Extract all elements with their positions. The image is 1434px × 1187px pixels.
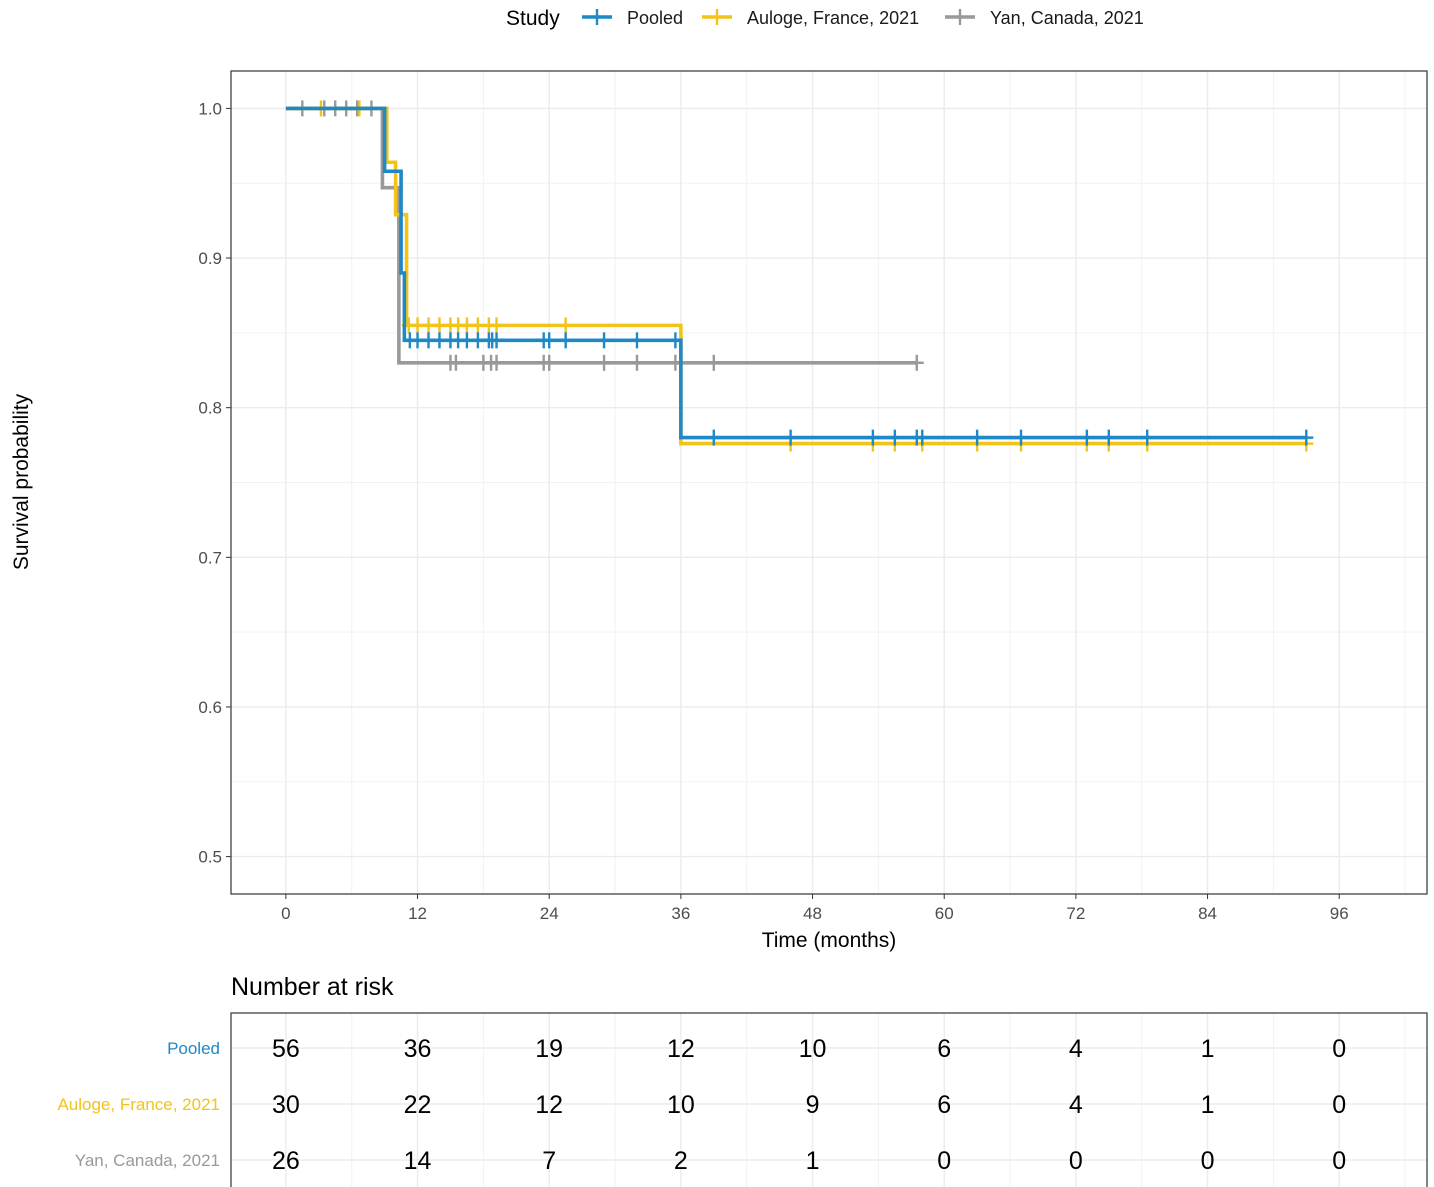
- risk-row-label: Pooled: [167, 1039, 220, 1058]
- risk-count: 0: [1332, 1147, 1346, 1175]
- risk-count: 10: [667, 1091, 695, 1119]
- x-tick-label: 48: [803, 904, 822, 923]
- risk-count: 1: [1201, 1035, 1215, 1063]
- risk-count: 9: [806, 1091, 820, 1119]
- y-tick-label: 0.5: [198, 848, 222, 867]
- legend-label: Auloge, France, 2021: [747, 8, 919, 28]
- y-tick-label: 0.7: [198, 548, 222, 567]
- legend-label: Yan, Canada, 2021: [990, 8, 1144, 28]
- x-tick-label: 24: [540, 904, 559, 923]
- risk-count: 0: [937, 1147, 951, 1175]
- risk-table-background: [231, 1013, 1427, 1187]
- risk-count: 12: [667, 1035, 695, 1063]
- risk-count: 1: [1201, 1091, 1215, 1119]
- legend-title: Study: [506, 7, 560, 30]
- risk-count: 4: [1069, 1091, 1083, 1119]
- x-tick-label: 96: [1330, 904, 1349, 923]
- risk-count: 56: [272, 1035, 300, 1063]
- series-pooled: [285, 106, 1314, 446]
- y-tick-label: 0.6: [198, 698, 222, 717]
- survival-plot-panel: 0 12 24 36 48 60 72 84 96 0.5 0.6 0.7 0.8 0.9 1.0: [198, 70, 1428, 923]
- risk-count: 4: [1069, 1035, 1083, 1063]
- risk-count: 30: [272, 1091, 300, 1119]
- survival-curve-line: [285, 106, 1307, 440]
- risk-table-border: [230, 1012, 1428, 1187]
- x-tick-label: 84: [1198, 904, 1217, 923]
- risk-count: 19: [535, 1035, 563, 1063]
- x-tick-label: 60: [935, 904, 954, 923]
- y-tick-label: 0.8: [198, 399, 222, 418]
- risk-count: 14: [404, 1147, 432, 1175]
- legend: Study Pooled Auloge, France, 2021 Yan, Can…: [506, 7, 1144, 30]
- risk-count: 7: [542, 1147, 556, 1175]
- risk-table-title: Number at risk: [231, 973, 394, 1001]
- x-tick-label: 0: [281, 904, 290, 923]
- risk-count: 22: [404, 1091, 432, 1119]
- risk-count: 6: [937, 1091, 951, 1119]
- risk-count: 2: [674, 1147, 688, 1175]
- risk-count: 6: [937, 1035, 951, 1063]
- risk-row-label: Auloge, France, 2021: [57, 1095, 220, 1114]
- risk-count: 36: [404, 1035, 432, 1063]
- x-tick-label: 12: [408, 904, 427, 923]
- risk-count: 0: [1201, 1147, 1215, 1175]
- plot-border: [230, 70, 1428, 895]
- x-tick-label: 72: [1066, 904, 1085, 923]
- risk-count: 26: [272, 1147, 300, 1175]
- legend-label: Pooled: [627, 8, 683, 28]
- risk-count: 0: [1332, 1091, 1346, 1119]
- risk-count: 0: [1332, 1035, 1346, 1063]
- y-tick-label: 0.9: [198, 249, 222, 268]
- risk-row-label: Yan, Canada, 2021: [75, 1151, 220, 1170]
- x-axis-title: Time (months): [762, 929, 897, 952]
- legend-item: Auloge, France, 2021: [702, 8, 919, 28]
- y-axis-title: Survival probability: [10, 393, 33, 570]
- risk-count: 1: [806, 1147, 820, 1175]
- risk-count: 10: [799, 1035, 827, 1063]
- y-tick-label: 1.0: [198, 99, 222, 118]
- legend-item: Yan, Canada, 2021: [945, 8, 1144, 28]
- x-tick-label: 36: [671, 904, 690, 923]
- risk-count: 12: [535, 1091, 563, 1119]
- legend-item: Pooled: [582, 8, 683, 28]
- risk-count: 0: [1069, 1147, 1083, 1175]
